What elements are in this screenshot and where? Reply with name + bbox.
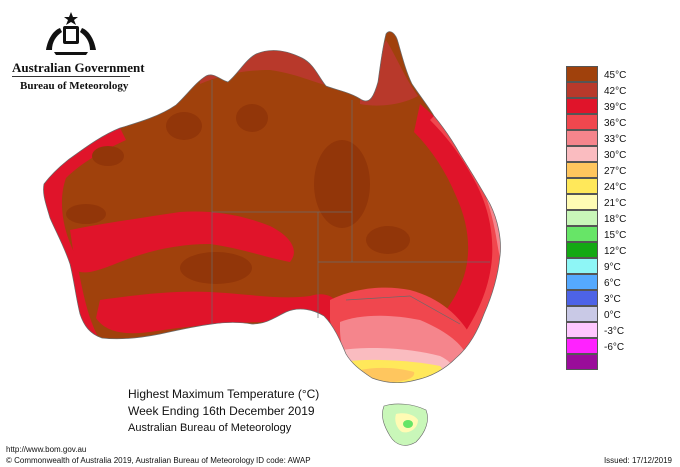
legend-item: 3°C [566,290,636,306]
legend-item: 12°C [566,242,636,258]
legend-label: 36°C [604,118,627,129]
legend-item: 45°C [566,66,636,82]
legend-label: 33°C [604,134,627,145]
legend-item: 27°C [566,162,636,178]
map-title: Highest Maximum Temperature (°C) [128,387,320,401]
legend-item [566,354,636,370]
id-code: ID code: AWAP [256,456,311,465]
legend-label: 24°C [604,182,627,193]
legend-label: 39°C [604,102,627,113]
legend-label: 6°C [604,278,621,289]
legend-swatch [566,338,598,354]
legend-item: 18°C [566,210,636,226]
legend-item: -6°C [566,338,636,354]
legend-swatch [566,274,598,290]
legend-label: -3°C [604,326,625,337]
legend-item: -3°C [566,322,636,338]
legend-item: 33°C [566,130,636,146]
legend-item: 42°C [566,82,636,98]
legend-swatch [566,114,598,130]
legend-swatch [566,146,598,162]
legend-swatch [566,82,598,98]
legend-swatch [566,194,598,210]
legend-item: 21°C [566,194,636,210]
legend-label: 30°C [604,150,627,161]
legend-item: 6°C [566,274,636,290]
legend-item: 9°C [566,258,636,274]
legend-item: 30°C [566,146,636,162]
legend-swatch [566,354,598,370]
legend-swatch [566,98,598,114]
bureau-title: Bureau of Meteorology [20,80,129,92]
legend-label: 18°C [604,214,627,225]
legend-label: 12°C [604,246,627,257]
state-borders [211,80,490,325]
legend-swatch [566,258,598,274]
legend-swatch [566,130,598,146]
legend-label: 3°C [604,294,621,305]
legend-label: -6°C [604,342,625,353]
legend-swatch [566,66,598,82]
legend-item: 0°C [566,306,636,322]
bom-url[interactable]: http://www.bom.gov.au [6,445,87,454]
legend-label: 9°C [604,262,621,273]
map-period: Week Ending 16th December 2019 [128,404,315,418]
header-divider [12,76,130,77]
legend-item: 36°C [566,114,636,130]
legend-item: 24°C [566,178,636,194]
legend-label: 27°C [604,166,627,177]
legend-item: 39°C [566,98,636,114]
legend-swatch [566,306,598,322]
legend-swatch [566,242,598,258]
legend-swatch [566,226,598,242]
issued-date: Issued: 17/12/2019 [603,456,672,465]
temperature-legend: 45°C 42°C 39°C 36°C 33°C 30°C 27°C 24°C 21°C 18°C… [566,66,636,370]
legend-label: 42°C [604,86,627,97]
legend-item: 15°C [566,226,636,242]
coastline [43,31,501,384]
footer: © Commonwealth of Australia 2019, Austra… [0,456,680,467]
legend-label: 21°C [604,198,627,209]
copyright-text: © Commonwealth of Australia 2019, Austra… [6,456,255,465]
legend-swatch [566,178,598,194]
government-title: Australian Government [12,60,145,75]
legend-swatch [566,322,598,338]
legend-swatch [566,210,598,226]
legend-swatch [566,162,598,178]
map-source: Australian Bureau of Meteorology [128,422,292,434]
legend-label: 0°C [604,310,621,321]
legend-swatch [566,290,598,306]
map-caption: Highest Maximum Temperature (°C) Week En… [128,386,368,437]
legend-label: 45°C [604,70,627,81]
coat-of-arms-icon [46,12,96,55]
legend-label: 15°C [604,230,627,241]
